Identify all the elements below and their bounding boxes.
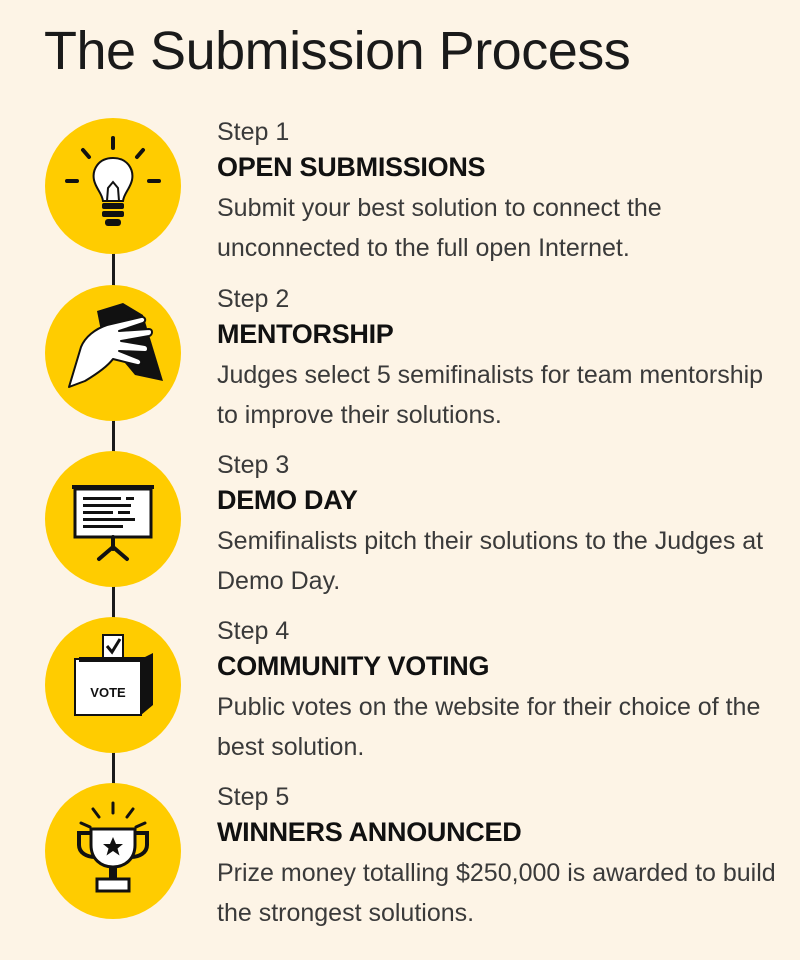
step-number: Step 5 [217, 783, 290, 811]
vote-label: VOTE [90, 685, 126, 700]
step-description: Submit your best solution to connect the… [217, 194, 662, 262]
step-heading: MENTORSHIP [217, 319, 394, 349]
lightbulb-icon [45, 118, 181, 254]
step-description: Public votes on the website for their ch… [217, 693, 761, 761]
step-description: Prize money totalling $250,000 is awarde… [217, 859, 776, 927]
step-1: Step 1 OPEN SUBMISSIONS Submit your best… [0, 118, 800, 278]
ballot-box-icon: VOTE [45, 617, 181, 753]
step-5: Step 5 WINNERS ANNOUNCED Prize money tot… [0, 783, 800, 943]
step-heading: DEMO DAY [217, 485, 358, 515]
step-number: Step 4 [217, 617, 290, 645]
step-number: Step 1 [217, 118, 290, 146]
step-heading: COMMUNITY VOTING [217, 651, 490, 681]
step-4: VOTE Step 4 COMMUNITY VOTING Public vote… [0, 617, 800, 777]
trophy-icon [45, 783, 181, 919]
presentation-board-icon [45, 451, 181, 587]
step-3: Step 3 DEMO DAY Semifinalists pitch thei… [0, 451, 800, 611]
step-number: Step 3 [217, 451, 290, 479]
step-description: Semifinalists pitch their solutions to t… [217, 527, 764, 595]
step-number: Step 2 [217, 285, 290, 313]
step-heading: WINNERS ANNOUNCED [217, 817, 522, 847]
step-heading: OPEN SUBMISSIONS [217, 152, 486, 182]
step-2: Step 2 MENTORSHIP Judges select 5 semifi… [0, 285, 800, 445]
step-description: Judges select 5 semifinalists for team m… [217, 361, 764, 429]
helping-hands-icon [45, 285, 181, 421]
page-title: The Submission Process [44, 21, 631, 81]
